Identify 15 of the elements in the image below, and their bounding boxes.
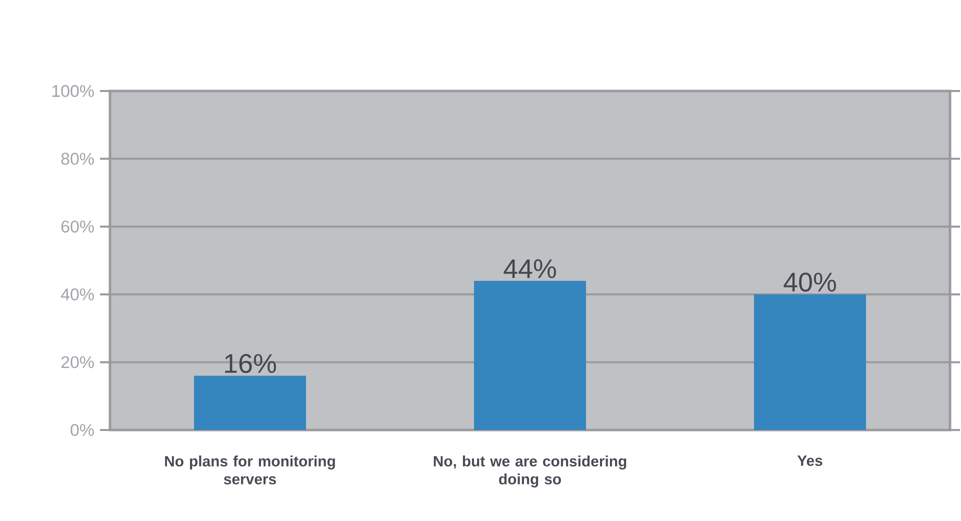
bar (754, 294, 866, 430)
y-tick-label: 80% (61, 152, 94, 165)
y-tick-label: 60% (61, 220, 94, 233)
x-tick-label: No, but we are considering doing so (434, 456, 626, 488)
y-tick-label: 0% (70, 424, 94, 436)
x-tick-label: Yes (797, 456, 822, 466)
y-tick-label: 40% (60, 288, 94, 300)
bar (474, 280, 586, 430)
x-tick-label: No plans for monitoring servers (165, 456, 335, 484)
y-tick-label: 100% (52, 84, 94, 97)
data-label: 16% (225, 354, 276, 374)
data-label: 44% (504, 259, 556, 278)
y-tick-label: 20% (61, 356, 94, 368)
data-label: 40% (784, 272, 836, 292)
bar (194, 376, 306, 430)
